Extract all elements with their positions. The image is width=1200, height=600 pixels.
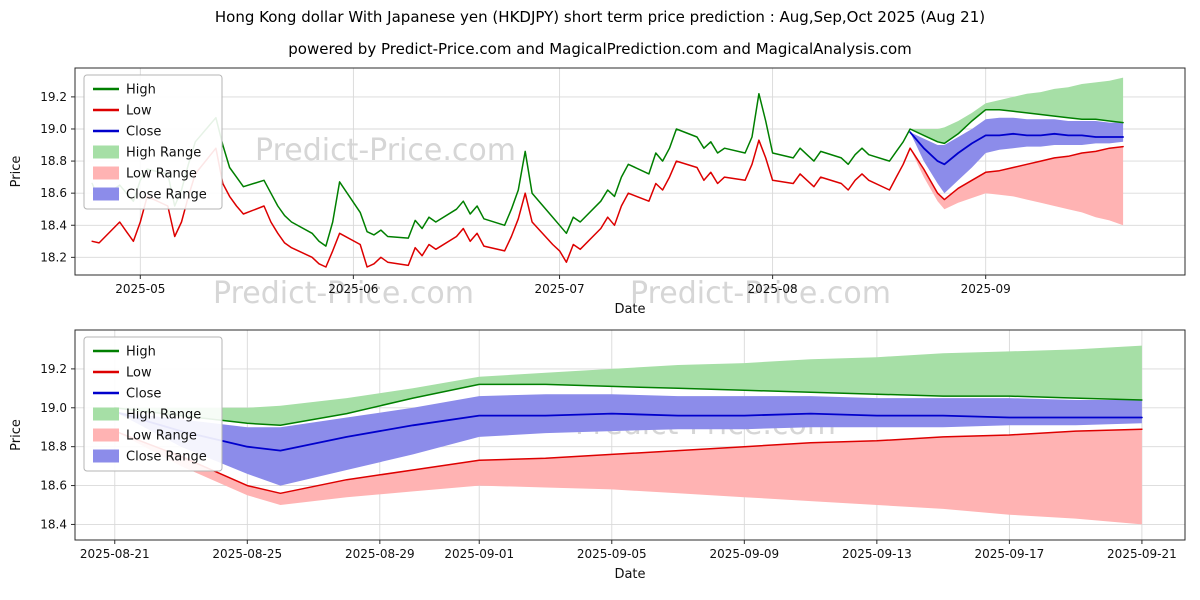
- legend-swatch-high-range: [93, 145, 119, 159]
- high-range-band: [910, 77, 1124, 144]
- x-tick-label: 2025-08-29: [345, 547, 415, 561]
- legend-label-low: Low: [126, 104, 152, 119]
- watermark-text: Predict-Price.com: [630, 276, 891, 311]
- x-tick-label: 2025-08-21: [80, 547, 150, 561]
- y-axis-label: Price: [9, 419, 24, 451]
- low-range-band: [114, 429, 1142, 525]
- legend-label-close-range: Close Range: [126, 450, 207, 465]
- y-tick-label: 18.6: [40, 479, 67, 493]
- price-history-chart: Predict-Price.com Predict-Price.com Predic…: [9, 67, 1186, 317]
- legend-swatch-high-range: [93, 407, 119, 421]
- x-tick-label: 2025-08: [748, 282, 798, 296]
- watermark-text: Predict-Price.com: [213, 276, 474, 311]
- legend-swatch-low-range: [93, 166, 119, 180]
- plot-border: [74, 67, 1186, 276]
- close-line: [909, 131, 1124, 166]
- y-tick-label: 18.6: [40, 186, 67, 200]
- x-tick-label: 2025-07: [534, 282, 584, 296]
- x-tick-label: 2025-09: [961, 282, 1011, 296]
- legend-swatch-close-range: [93, 449, 119, 463]
- high-range-band: [114, 345, 1142, 426]
- x-tick-label: 2025-09-09: [709, 547, 779, 561]
- legend-label-low-range: Low Range: [126, 429, 197, 444]
- x-tick-label: 2025-09-01: [444, 547, 514, 561]
- watermark-text: Predict-Price.com: [255, 133, 516, 168]
- x-tick-label: 2025-05: [115, 282, 165, 296]
- x-tick-label: 2025-08-25: [212, 547, 282, 561]
- x-tick-label: 2025-09-05: [577, 547, 647, 561]
- close-range-band: [114, 394, 1142, 486]
- legend-label-high-range: High Range: [126, 408, 201, 423]
- y-tick-label: 19.0: [40, 122, 67, 136]
- low-range-band: [910, 146, 1124, 226]
- x-axis-label: Date: [614, 302, 645, 317]
- legend-label-low-range: Low Range: [126, 167, 197, 182]
- low-line: [91, 139, 1124, 268]
- legend-label-close-range: Close Range: [126, 188, 207, 203]
- y-tick-label: 19.2: [40, 90, 67, 104]
- legend-label-close: Close: [126, 125, 161, 140]
- page-title: Hong Kong dollar With Japanese yen (HKDJ…: [214, 8, 986, 26]
- y-tick-label: 18.8: [40, 154, 67, 168]
- y-tick-label: 19.0: [40, 401, 67, 415]
- x-tick-label: 2025-06: [328, 282, 378, 296]
- close-line: [113, 410, 1143, 452]
- plot-border: [74, 329, 1186, 541]
- legend-swatch-low-range: [93, 428, 119, 442]
- close-range-band: [910, 117, 1124, 194]
- legend-swatch-close-range: [93, 187, 119, 201]
- low-line: [114, 428, 1143, 495]
- x-tick-label: 2025-09-21: [1107, 547, 1177, 561]
- high-line: [91, 92, 1124, 247]
- x-tick-label: 2025-09-17: [975, 547, 1045, 561]
- legend-label-high: High: [126, 345, 156, 360]
- x-axis-label: Date: [614, 567, 645, 582]
- legend-label-high: High: [126, 83, 156, 98]
- price-forecast-chart: Predict-Price.com18.418.618.819.019.2202…: [9, 329, 1186, 582]
- legend-label-low: Low: [126, 366, 152, 381]
- legend-label-close: Close: [126, 387, 161, 402]
- y-tick-label: 18.4: [40, 218, 67, 232]
- y-axis-label: Price: [9, 156, 24, 188]
- y-tick-label: 18.2: [40, 250, 67, 264]
- high-line: [114, 383, 1143, 427]
- y-tick-label: 18.8: [40, 440, 67, 454]
- y-tick-label: 18.4: [40, 517, 67, 531]
- x-tick-label: 2025-09-13: [842, 547, 912, 561]
- legend-label-high-range: High Range: [126, 146, 201, 161]
- y-tick-label: 19.2: [40, 362, 67, 376]
- page-subtitle: powered by Predict-Price.com and Magical…: [288, 40, 912, 58]
